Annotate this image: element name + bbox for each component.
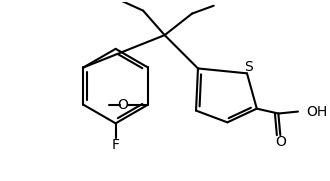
Text: OH: OH: [306, 105, 327, 119]
Text: O: O: [117, 98, 128, 112]
Text: O: O: [275, 135, 286, 149]
Text: F: F: [112, 138, 120, 152]
Text: S: S: [245, 60, 253, 74]
